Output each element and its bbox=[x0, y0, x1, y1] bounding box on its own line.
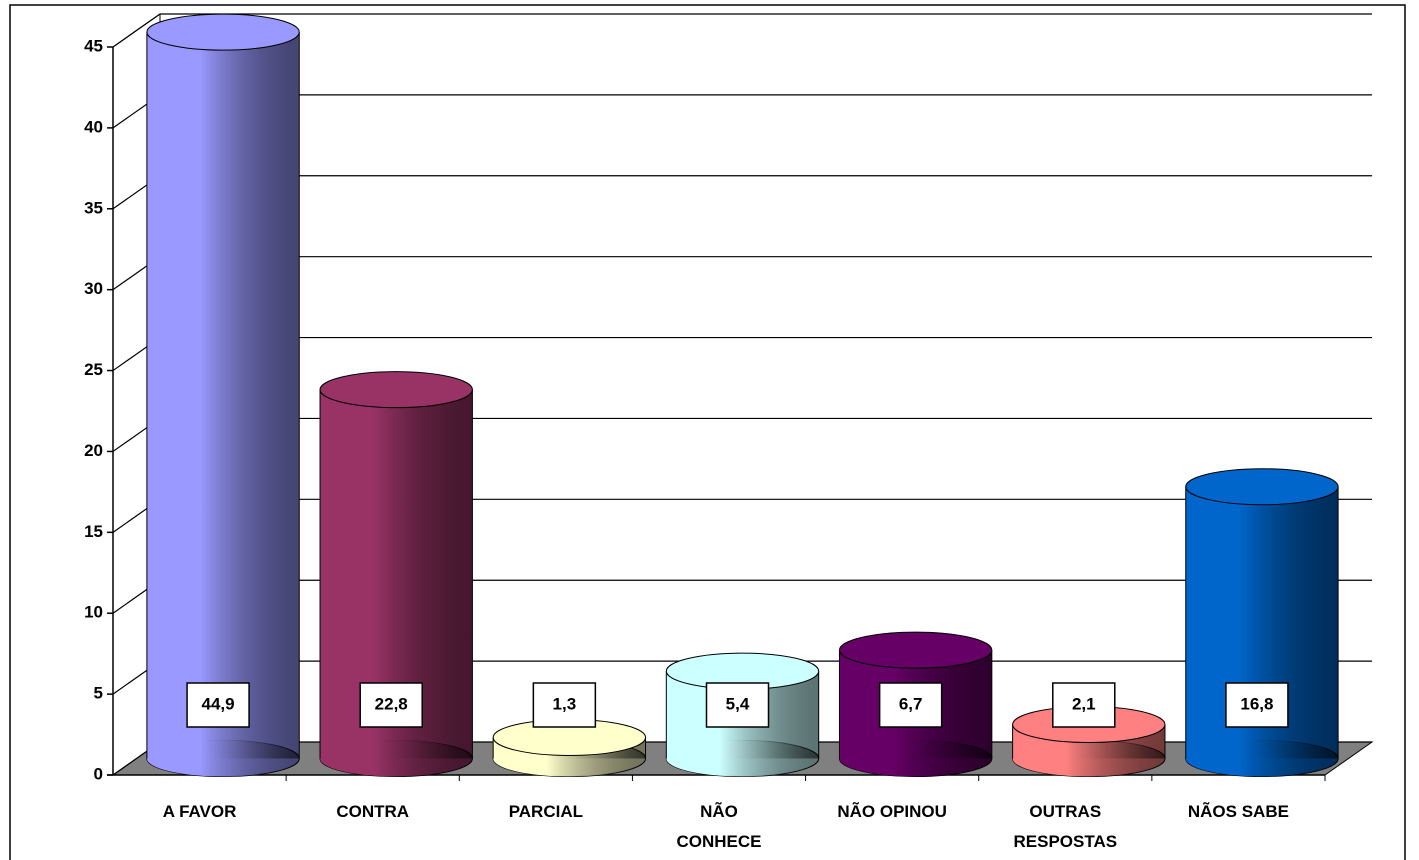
y-tick-label: 5 bbox=[94, 684, 103, 703]
bar-body bbox=[147, 32, 299, 758]
cylinder bbox=[1186, 469, 1338, 777]
chart: 0 5 10 15 20 25 30 35 40 45 44,9 22,8 1,3 5,4 6,7 2,1 16… bbox=[0, 0, 1419, 860]
x-tick-label: PARCIAL bbox=[486, 797, 606, 827]
x-tick-label: NÃO CONHECE bbox=[659, 797, 779, 857]
bar-bottom-shade bbox=[666, 741, 818, 777]
value-label: 22,8 bbox=[375, 694, 408, 713]
x-tick-label: NÃO OPINOU bbox=[832, 797, 952, 827]
y-tick-label: 20 bbox=[84, 441, 103, 460]
y-tick-label: 15 bbox=[84, 522, 103, 541]
x-tick-label: CONTRA bbox=[313, 797, 433, 827]
y-tick-label: 30 bbox=[84, 279, 103, 298]
x-tick-label: OUTRAS RESPOSTAS bbox=[1005, 797, 1125, 857]
bar-bottom-shade bbox=[839, 741, 991, 777]
cylinder bbox=[493, 719, 645, 776]
bar-bottom-shade bbox=[320, 741, 472, 777]
y-tick-label: 40 bbox=[84, 117, 103, 136]
value-label: 1,3 bbox=[553, 694, 577, 713]
cylinder bbox=[147, 14, 299, 776]
value-label: 5,4 bbox=[726, 694, 750, 713]
y-tick-label: 10 bbox=[84, 603, 103, 622]
y-tick-label: 25 bbox=[84, 360, 103, 379]
bar-top bbox=[839, 632, 991, 668]
x-tick-label: NÃOS SABE bbox=[1178, 797, 1298, 827]
value-label: 2,1 bbox=[1072, 694, 1096, 713]
value-label: 44,9 bbox=[202, 694, 235, 713]
y-tick-label: 0 bbox=[94, 764, 103, 783]
value-label: 6,7 bbox=[899, 694, 923, 713]
y-tick-label: 35 bbox=[84, 198, 103, 217]
chart-page: 0 5 10 15 20 25 30 35 40 45 44,9 22,8 1,3 5,4 6,7 2,1 16… bbox=[0, 0, 1419, 860]
bar-top bbox=[147, 14, 299, 50]
y-tick-label: 45 bbox=[84, 36, 103, 55]
bar-bottom-shade bbox=[1013, 741, 1165, 777]
bar-top bbox=[320, 372, 472, 408]
bar-top bbox=[1186, 469, 1338, 505]
x-tick-label: A FAVOR bbox=[140, 797, 260, 827]
value-label: 16,8 bbox=[1240, 694, 1273, 713]
bar-bottom-shade bbox=[1186, 741, 1338, 777]
bar-bottom-shade bbox=[147, 741, 299, 777]
